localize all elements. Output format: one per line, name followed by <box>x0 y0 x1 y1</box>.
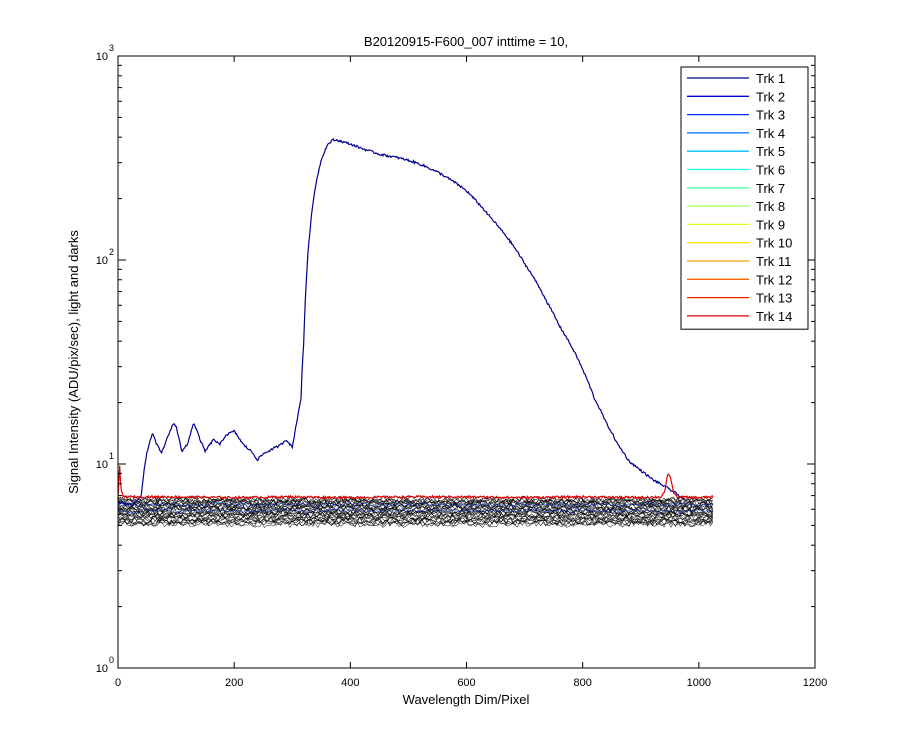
y-tick-label: 10 <box>96 459 108 471</box>
legend-label: Trk 8 <box>756 199 785 214</box>
legend-label: Trk 7 <box>756 181 785 196</box>
legend-label: Trk 3 <box>756 108 785 123</box>
legend-label: Trk 11 <box>756 254 791 269</box>
chart-title: B20120915-F600_007 inttime = 10, <box>364 34 568 49</box>
dark-frame-line <box>117 508 714 514</box>
legend-label: Trk 14 <box>756 309 792 324</box>
y-tick-label: 10 <box>96 51 108 63</box>
x-tick-label: 600 <box>457 677 475 689</box>
y-tick-exponent: 1 <box>109 451 114 461</box>
legend-label: Trk 12 <box>756 272 792 287</box>
series-line-trk-1 <box>117 137 685 507</box>
legend-label: Trk 4 <box>756 126 785 141</box>
y-tick-exponent: 0 <box>109 655 114 665</box>
x-tick-label: 800 <box>573 677 591 689</box>
y-tick-exponent: 2 <box>109 247 114 257</box>
legend-label: Trk 2 <box>756 89 785 104</box>
x-tick-label: 1200 <box>803 677 827 689</box>
y-tick-label: 10 <box>96 255 108 267</box>
dark-frame-line <box>117 499 713 507</box>
legend-label: Trk 5 <box>756 144 785 159</box>
dark-frame-line <box>117 514 713 522</box>
x-axis-label: Wavelength Dim/Pixel <box>403 692 530 707</box>
legend: Trk 1 Trk 2 Trk 3 Trk 4 Trk 5 Trk 6 Trk 7 Trk 8… <box>680 66 809 330</box>
x-tick-label: 200 <box>225 677 243 689</box>
legend-label: Trk 9 <box>756 217 785 232</box>
x-tick-label: 400 <box>341 677 359 689</box>
dark-frame-line <box>117 500 713 508</box>
x-tick-label: 1000 <box>687 677 711 689</box>
legend-box <box>680 66 809 330</box>
dark-frame-line <box>117 515 714 523</box>
legend-label: Trk 6 <box>756 163 785 178</box>
legend-label: Trk 13 <box>756 291 792 306</box>
dark-frame-line <box>117 510 714 518</box>
y-axis-label: Signal Intensity (ADU/pix/sec), light an… <box>66 230 81 494</box>
dark-frame-line <box>117 496 713 505</box>
y-tick-exponent: 3 <box>109 43 114 53</box>
dark-frame-line <box>117 502 714 508</box>
legend-label: Trk 10 <box>756 236 792 251</box>
dark-frame-line <box>117 496 713 504</box>
data-layer <box>117 137 714 528</box>
x-tick-label: 0 <box>115 677 121 689</box>
legend-label: Trk 1 <box>756 71 785 86</box>
series-line-trk-14 <box>117 465 714 500</box>
y-tick-label: 10 <box>96 663 108 675</box>
